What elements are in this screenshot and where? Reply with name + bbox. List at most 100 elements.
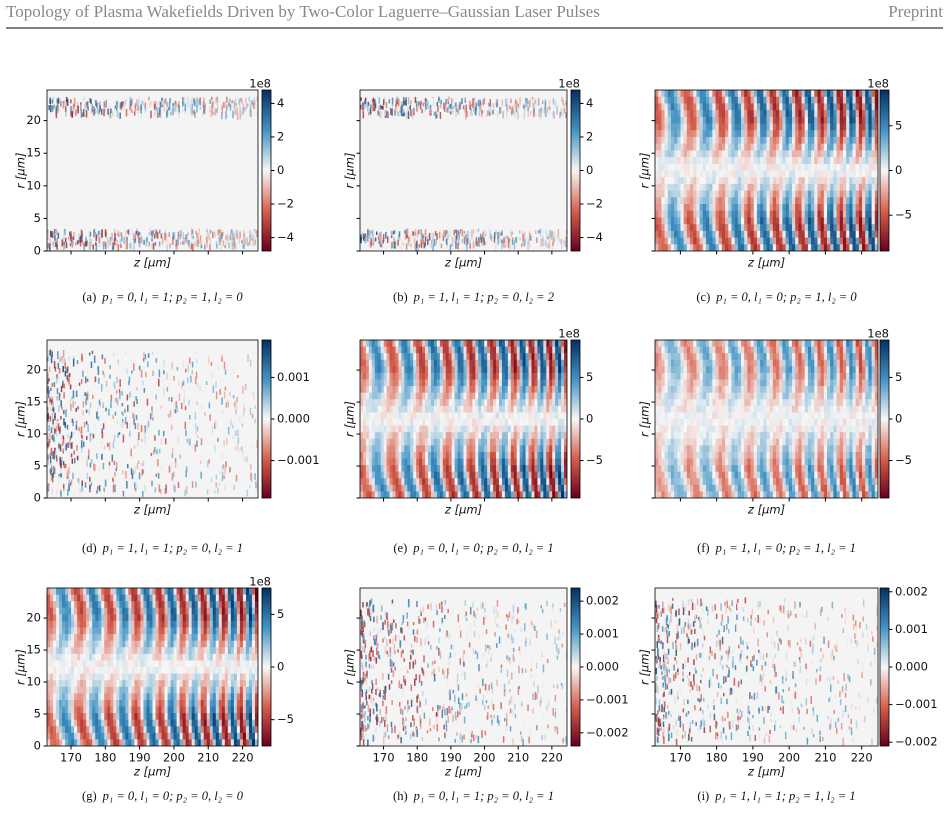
field-cell (798, 103, 803, 111)
field-cell (422, 465, 426, 473)
field-cell (798, 116, 803, 125)
field-cell (436, 359, 441, 367)
field-cell (782, 204, 787, 212)
field-speck (455, 241, 457, 249)
field-cell (766, 230, 771, 239)
field-cell (820, 204, 825, 212)
field-cell (677, 230, 682, 239)
field-cell (436, 484, 441, 493)
field-cell (413, 392, 417, 400)
field-cell (769, 150, 774, 158)
field-speck (558, 236, 560, 243)
field-cell (664, 177, 669, 185)
field-speck (254, 419, 256, 424)
field-cell (469, 438, 473, 446)
field-cell (487, 458, 491, 466)
field-speck (561, 96, 563, 102)
field-speck (97, 366, 99, 371)
field-speck (102, 242, 105, 250)
field-speck (165, 438, 167, 445)
field-cell (817, 224, 822, 232)
field-cell (410, 432, 414, 440)
field-cell (392, 399, 397, 407)
field-cell (836, 116, 841, 125)
field-cell (737, 136, 742, 145)
colorbar (570, 89, 581, 252)
field-cell (868, 143, 873, 151)
field-speck (514, 103, 517, 112)
field-cell (862, 110, 866, 118)
field-speck (98, 230, 100, 235)
field-speck (116, 239, 118, 248)
field-speck (410, 100, 412, 105)
field-cell (795, 96, 799, 105)
field-cell (823, 143, 828, 151)
field-speck (432, 98, 434, 103)
field-cell (763, 103, 768, 111)
field-speck (149, 243, 152, 250)
field-cell (466, 432, 471, 440)
field-speck (126, 239, 128, 248)
field-speck (56, 98, 58, 104)
field-cell (750, 116, 755, 125)
field-speck (523, 104, 525, 109)
field-cell (655, 136, 659, 145)
field-cell (766, 143, 771, 151)
field-cell (419, 412, 423, 420)
field-speck (135, 110, 138, 114)
field-speck (229, 97, 231, 103)
field-cell (430, 386, 435, 394)
field-speck (545, 239, 547, 244)
field-cell (871, 110, 876, 118)
field-speck (489, 229, 491, 236)
field-speck (534, 230, 537, 235)
field-speck (158, 484, 161, 492)
field-speck (235, 446, 238, 451)
field-speck (54, 428, 56, 434)
field-cell (368, 458, 373, 466)
field-cell (460, 491, 465, 498)
field-cell (715, 217, 720, 225)
axes-frame (654, 89, 879, 252)
field-speck (551, 230, 553, 236)
field-speck (236, 397, 238, 403)
field-cell (410, 399, 414, 407)
field-cell (677, 96, 682, 105)
field-speck (455, 229, 457, 234)
field-cell (798, 150, 803, 158)
field-cell (712, 163, 717, 172)
field-speck (64, 370, 67, 377)
field-cell (833, 224, 838, 232)
field-speck (250, 463, 252, 471)
field-cell (741, 237, 745, 245)
field-cell (398, 425, 402, 433)
field-speck (53, 228, 56, 235)
field-speck (208, 402, 211, 409)
field-cell (448, 484, 453, 493)
field-cell (398, 471, 402, 479)
field-cell (741, 130, 745, 138)
field-cell (817, 230, 822, 239)
field-cell (862, 217, 866, 225)
field-cell (801, 150, 806, 158)
field-cell (750, 110, 755, 118)
field-speck (178, 393, 181, 401)
field-cell (801, 183, 806, 192)
field-cell (404, 386, 408, 394)
field-speck (251, 229, 254, 238)
field-cell (407, 432, 411, 440)
field-speck (109, 112, 112, 119)
field-cell (846, 150, 850, 158)
field-cell (481, 340, 485, 348)
field-cell (365, 346, 370, 354)
field-cell (683, 90, 688, 98)
field-cell (661, 116, 666, 125)
field-speck (190, 244, 193, 250)
field-cell (374, 392, 379, 400)
field-cell (734, 190, 739, 198)
field-cell (696, 177, 701, 185)
field-cell (776, 123, 780, 131)
field-cell (487, 379, 491, 387)
field-cell (407, 419, 411, 427)
field-speck (372, 239, 375, 247)
